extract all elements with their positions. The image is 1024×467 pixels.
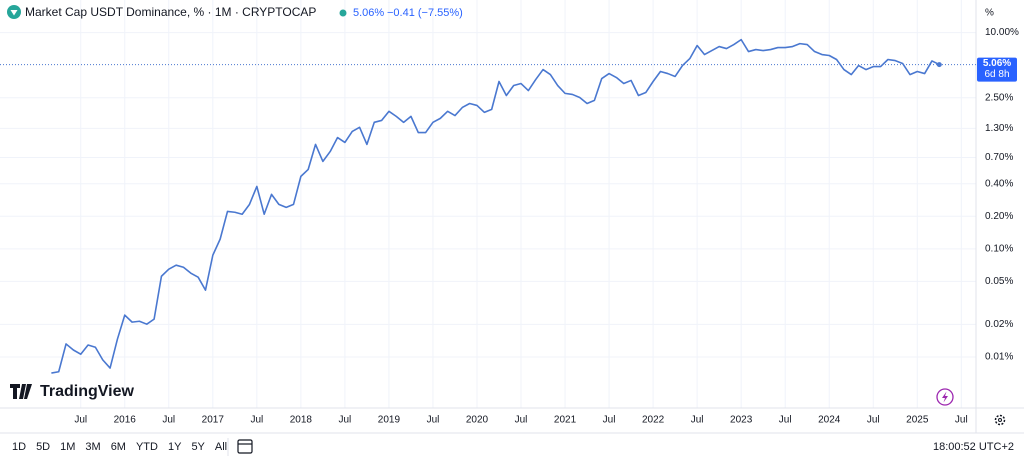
y-tick-label: 10.00% <box>985 27 1019 38</box>
settings-icon-center <box>998 418 1002 422</box>
x-tick-label: Jul <box>515 415 528 426</box>
y-tick-label: 0.10% <box>985 243 1013 254</box>
x-tick-label: 2023 <box>730 415 753 426</box>
brand: TradingView <box>40 383 135 400</box>
x-tick-label: 2016 <box>114 415 137 426</box>
x-tick-label: Jul <box>339 415 352 426</box>
settings-icon[interactable] <box>994 414 1006 426</box>
grid <box>0 0 976 408</box>
symbol-icon-glyph <box>10 10 18 16</box>
range-button[interactable]: 1Y <box>168 441 182 453</box>
logo-mark <box>10 384 32 399</box>
x-tick-label: Jul <box>250 415 263 426</box>
range-button[interactable]: 1D <box>12 441 26 453</box>
change: −0.41 (−7.55%) <box>387 7 463 19</box>
range-toolbar: 1D 5D 1M 3M 6M YTD 1Y 5Y All <box>12 441 227 453</box>
x-tick-label: Jul <box>603 415 616 426</box>
range-button[interactable]: 5D <box>36 441 50 453</box>
price-label-countdown: 6d 8h <box>984 69 1009 80</box>
alert-icon-glyph <box>942 391 948 403</box>
chart-title: Market Cap USDT Dominance, % · 1M · CRYP… <box>25 5 316 19</box>
x-tick-label: 2024 <box>818 415 841 426</box>
y-tick-label: 0.70% <box>985 152 1013 163</box>
y-tick-label: 0.05% <box>985 276 1013 287</box>
x-tick-label: 2021 <box>554 415 577 426</box>
y-tick-label: 0.01% <box>985 352 1013 363</box>
date-range-icon[interactable] <box>237 439 253 454</box>
y-tick-label: 2.50% <box>985 92 1013 103</box>
y-tick-label: 0.20% <box>985 211 1013 222</box>
x-tick-label: Jul <box>162 415 175 426</box>
range-button[interactable]: All <box>215 441 227 453</box>
x-tick-label: 2020 <box>466 415 489 426</box>
x-tick-label: 2017 <box>202 415 225 426</box>
x-tick-label: Jul <box>74 415 87 426</box>
x-tick-label: Jul <box>691 415 704 426</box>
x-tick-label: 2022 <box>642 415 665 426</box>
range-button[interactable]: 3M <box>85 441 100 453</box>
x-tick-label: 2019 <box>378 415 401 426</box>
calendar-icon <box>237 439 253 454</box>
x-tick-label: Jul <box>867 415 880 426</box>
x-tick-label: 2018 <box>290 415 313 426</box>
y-tick-label: 0.02% <box>985 319 1013 330</box>
status-dot <box>339 9 347 17</box>
range-button[interactable]: 6M <box>111 441 126 453</box>
x-tick-label: Jul <box>779 415 792 426</box>
logo: TradingView <box>10 383 135 400</box>
y-tick-label: 0.40% <box>985 178 1013 189</box>
range-button[interactable]: YTD <box>136 441 158 453</box>
price-label <box>977 57 1017 82</box>
price-label-value: 5.06% <box>983 58 1011 69</box>
range-button[interactable]: 1M <box>60 441 75 453</box>
x-tick-label: Jul <box>427 415 440 426</box>
x-tick-label: Jul <box>955 415 968 426</box>
x-tick-label: 2025 <box>906 415 929 426</box>
last-value: 5.06% <box>353 7 384 19</box>
plot <box>0 38 976 374</box>
line-series <box>51 38 940 374</box>
axis-unit: % <box>985 8 994 19</box>
y-tick-label: 1.30% <box>985 123 1013 134</box>
clock: 18:00:52 UTC+2 <box>933 441 1014 453</box>
last-point <box>936 62 942 68</box>
range-button[interactable]: 5Y <box>191 441 205 453</box>
